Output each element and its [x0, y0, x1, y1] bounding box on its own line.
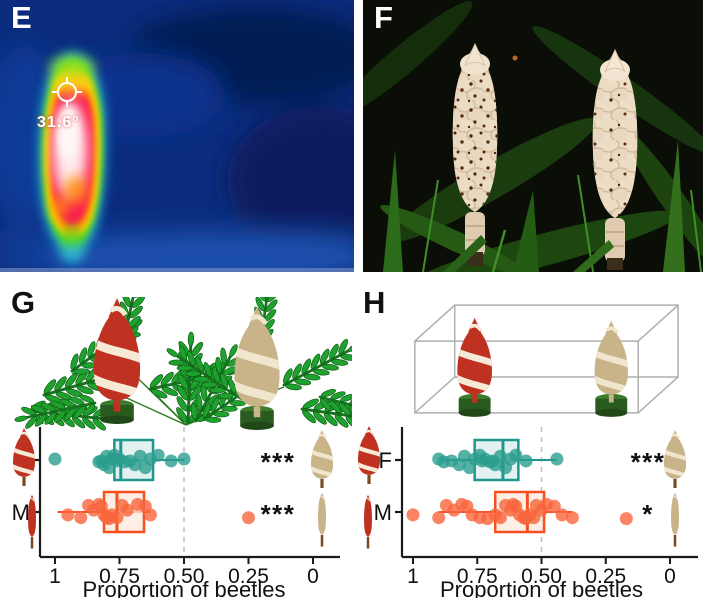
data-point	[493, 511, 507, 525]
significance-stars: ***	[631, 447, 666, 477]
significance-stars: *	[642, 499, 654, 529]
data-point	[555, 508, 569, 522]
panel-f-photo: F	[363, 0, 703, 272]
female-cone-icon	[457, 317, 492, 403]
data-point	[48, 452, 62, 466]
category-label: M	[374, 500, 392, 525]
female-cone-icon	[13, 428, 35, 486]
female-cone-icon	[358, 426, 380, 484]
significance-stars: ***	[261, 447, 296, 477]
male-cone-icon	[671, 493, 679, 547]
data-point	[133, 449, 147, 463]
female-cone-icon	[664, 430, 686, 488]
panel-label-f: F	[374, 0, 393, 35]
x-tick-label: 0.25	[228, 565, 269, 588]
female-cone-icon	[311, 430, 333, 488]
thermal-hot-cone	[39, 52, 105, 263]
data-point	[493, 449, 507, 463]
male-cone-icon	[28, 495, 36, 549]
female-cone-icon	[594, 320, 628, 403]
data-point	[509, 448, 523, 462]
data-point	[164, 454, 178, 468]
flying-beetle-speck	[512, 55, 518, 61]
data-point	[457, 449, 471, 463]
male-cone-icon	[318, 493, 326, 547]
x-tick-label: 0	[307, 565, 319, 588]
cage-illustration	[414, 304, 679, 417]
data-point	[61, 508, 75, 522]
panel-e-thermal: 31.6° E	[0, 0, 354, 272]
thermal-bottom-edge	[0, 268, 354, 272]
pot	[240, 405, 274, 430]
data-point	[74, 511, 88, 525]
thermal-image	[0, 0, 354, 272]
data-point	[120, 503, 134, 517]
x-axis-label: Proportion of beetles	[440, 577, 643, 598]
x-tick-label: 1	[407, 565, 419, 588]
foreground-grass	[443, 229, 614, 272]
x-tick-label: 0.50	[164, 565, 205, 588]
right-cone-photo	[592, 48, 638, 270]
temperature-reading: 31.6°	[37, 114, 80, 131]
x-tick-label: 0.50	[521, 565, 562, 588]
data-point	[110, 511, 124, 525]
data-point	[519, 454, 533, 468]
thermal-crosshair-icon	[52, 77, 82, 107]
x-tick-label: 0	[664, 565, 676, 588]
male-cone-icon	[364, 495, 372, 549]
panel-h: 1 0.75 0.50 0.25 0 Proportion of beetles F *** M…	[352, 285, 703, 598]
x-axis-label: Proportion of beetles	[82, 577, 285, 598]
beetle-proportion-chart-h: 1 0.75 0.50 0.25 0 Proportion of beetles F *** M…	[358, 426, 698, 598]
data-point	[406, 508, 420, 522]
category-label: F	[379, 448, 392, 473]
wireframe-cage	[414, 304, 679, 414]
significance-stars: ***	[261, 499, 296, 529]
data-point	[547, 499, 561, 513]
x-tick-label: 0.75	[457, 565, 498, 588]
data-point	[151, 448, 165, 462]
data-point	[619, 512, 633, 526]
x-tick-label: 0.25	[585, 565, 626, 588]
data-point	[242, 511, 255, 525]
panel-label-h: H	[363, 285, 386, 320]
foliage-illustration	[10, 297, 352, 437]
data-point	[565, 511, 579, 525]
data-point	[432, 511, 446, 525]
data-point	[177, 452, 191, 466]
category-label: M	[12, 500, 30, 525]
fern-fronds	[10, 297, 352, 437]
panel-label-e: E	[11, 0, 32, 35]
x-tick-label: 1	[49, 565, 61, 588]
x-tick-label: 0.75	[99, 565, 140, 588]
panel-label-g: G	[11, 285, 36, 320]
data-point	[550, 452, 564, 466]
night-photo	[363, 0, 703, 272]
data-point	[143, 508, 157, 522]
